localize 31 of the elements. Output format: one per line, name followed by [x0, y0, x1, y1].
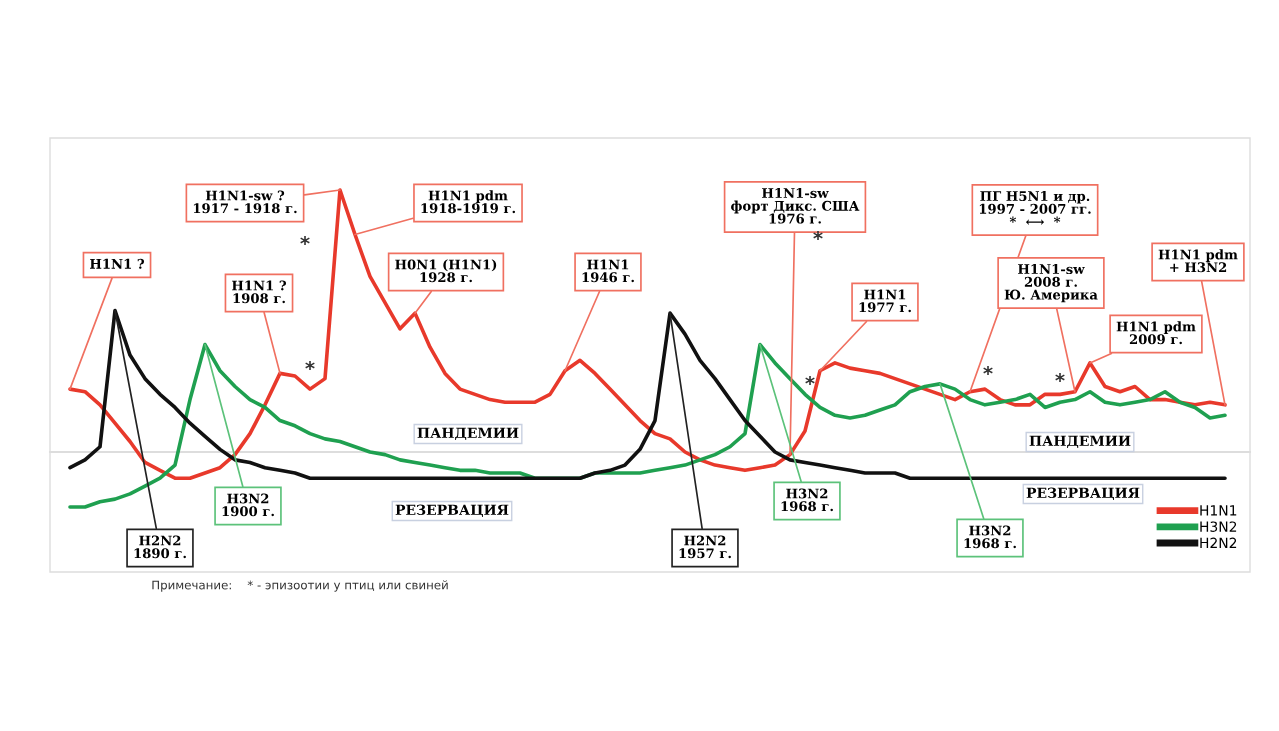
annotation: H1N1 ? — [90, 258, 145, 269]
text: Примечание: * - эпизоотии у птиц или свиней — [152, 580, 448, 592]
annotation: ПАНДЕМИИ — [1029, 435, 1131, 449]
annotation: * — [813, 230, 823, 240]
annotation: H1N1 ? 1908 г. — [232, 280, 287, 304]
legend-label: H1N1 — [1200, 505, 1237, 516]
annotation: H0N1 (H1N1) 1928 г. — [395, 259, 497, 283]
annotation: H1N1 pdm + H3N2 — [1158, 249, 1238, 273]
annotation: H1N1 1946 г. — [582, 259, 634, 283]
annotation: H3N2 1900 г. — [222, 493, 274, 517]
annotation: H1N1 pdm 1918-1919 г. — [421, 190, 516, 214]
annotation: H1N1-sw 2008 г. Ю. Америка — [1004, 264, 1098, 303]
legend-label: H3N2 — [1200, 521, 1237, 532]
annotation: РЕЗЕРВАЦИЯ — [1026, 487, 1140, 501]
annotation: * — [1055, 372, 1065, 382]
annotation: H1N1 pdm 2009 г. — [1116, 321, 1196, 345]
annotation: H1N1-sw форт Дикс. США 1976 г. — [731, 188, 860, 224]
annotation: * — [983, 365, 993, 375]
annotation: H1N1 1977 г. — [859, 289, 911, 313]
annotation: * — [305, 360, 315, 370]
legend-label: H2N2 — [1200, 537, 1237, 548]
text: H2N2 1957 г. — [679, 535, 731, 559]
annotation: ПГ H5N1 и др. 1997 - 2007 гг. * ⟷ * — [979, 191, 1091, 225]
annotation: H3N2 1968 г. — [781, 488, 833, 512]
annotation: ПАНДЕМИИ — [417, 427, 519, 441]
annotation: H1N1-sw ? 1917 - 1918 г. — [193, 190, 297, 214]
annotation: * — [300, 235, 310, 245]
annotation: * — [805, 375, 815, 385]
text: H2N2 1890 г. — [134, 535, 186, 559]
annotation: РЕЗЕРВАЦИЯ — [395, 504, 509, 518]
text: H3N2 1968 г. — [964, 525, 1016, 549]
